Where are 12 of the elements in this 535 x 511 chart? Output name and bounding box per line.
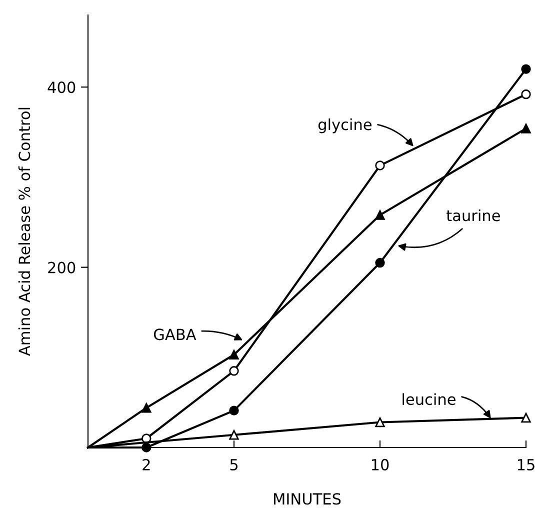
- y-tick-label: 200: [48, 262, 76, 274]
- legend-label: glycine: [318, 118, 372, 134]
- x-tick-label: 2: [142, 458, 150, 470]
- series-label: taurine: [446, 209, 500, 222]
- legend-label: GABA: [154, 328, 196, 340]
- y-axis-title: Amino Acid Release % of Control: [18, 108, 30, 356]
- x-tick-label: 15: [518, 459, 534, 470]
- x-axis-title: MINUTES: [274, 493, 341, 505]
- y-tick-label: 400: [48, 82, 76, 94]
- legend-label: leucine: [402, 393, 456, 406]
- x-tick-label: 5: [230, 459, 238, 470]
- x-tick-label: 10: [372, 458, 389, 470]
